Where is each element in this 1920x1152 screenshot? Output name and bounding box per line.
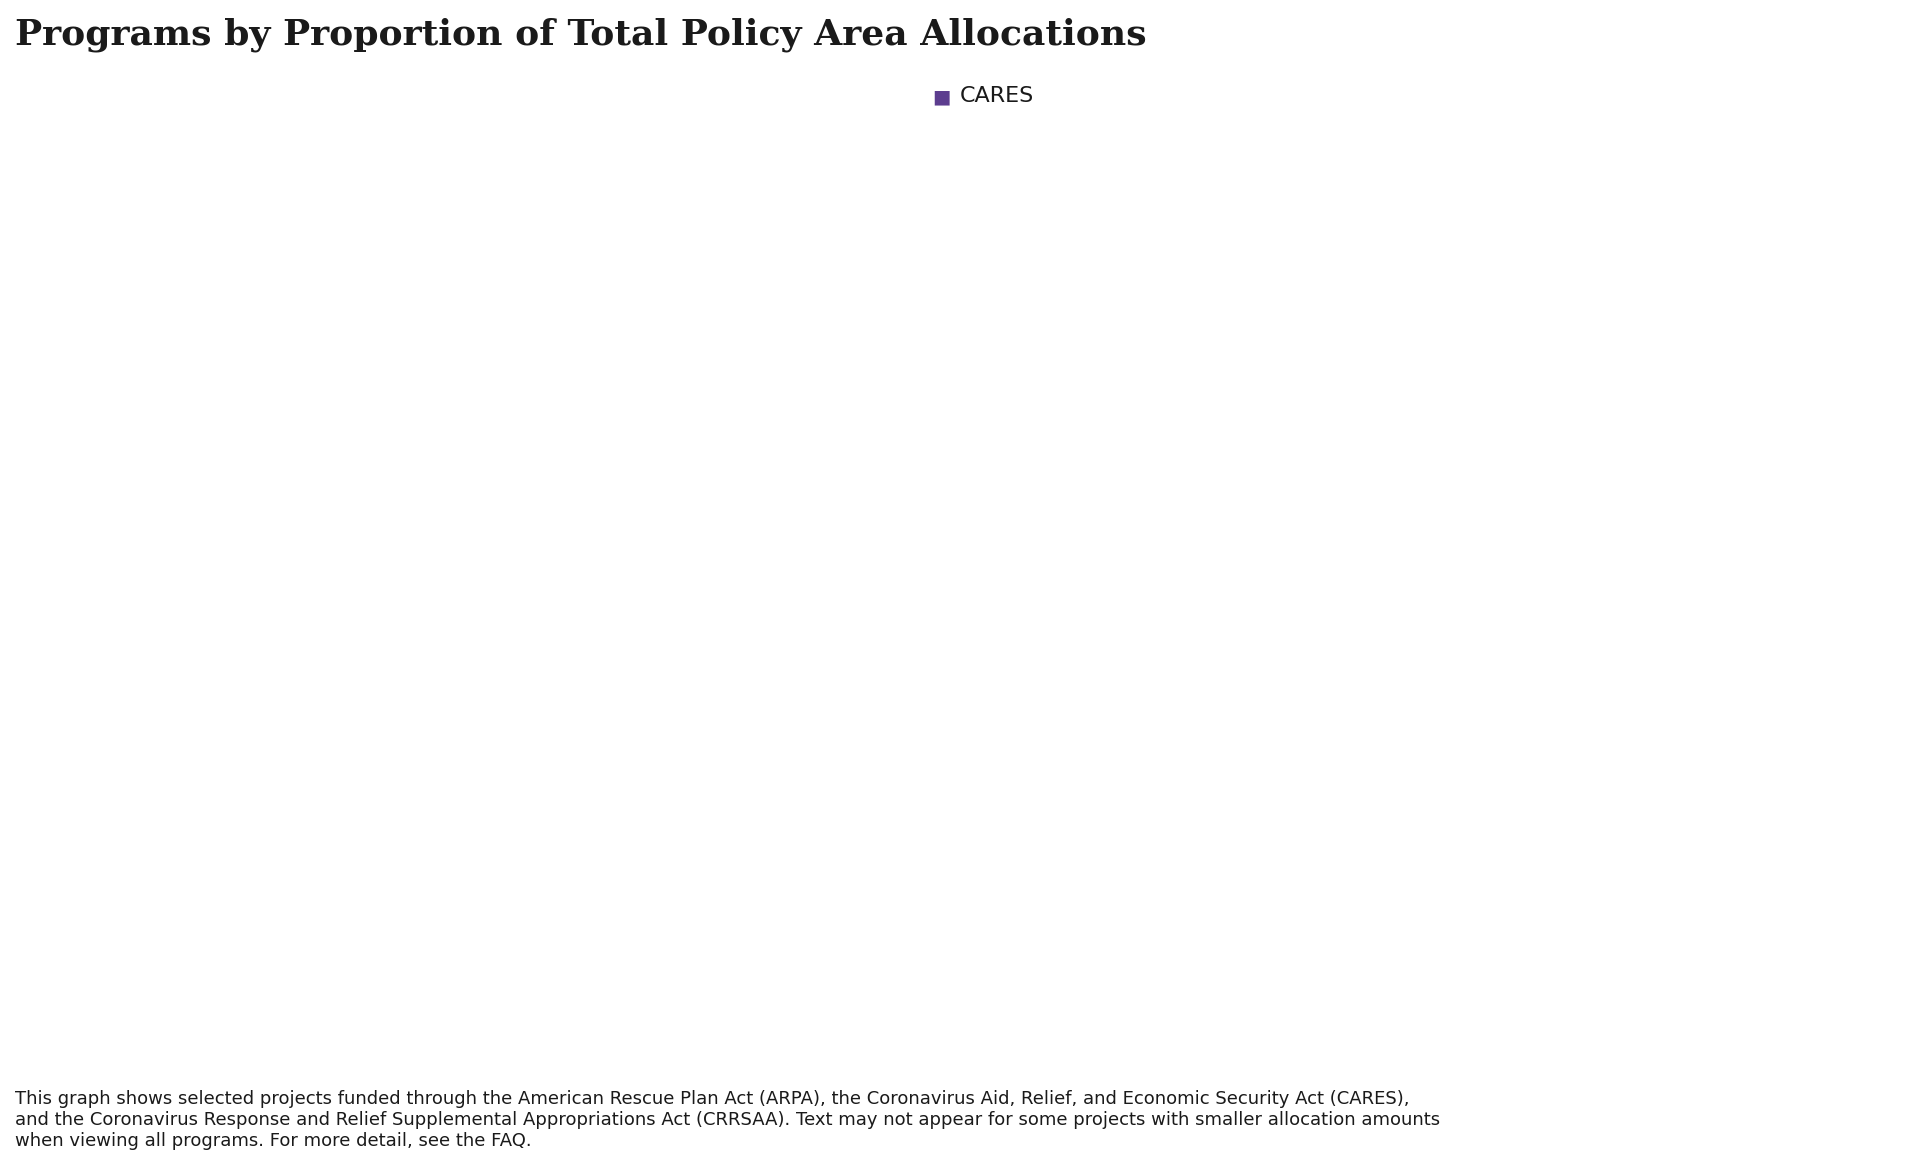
Text: Block Grant: Block Grant <box>432 619 1488 794</box>
Text: ■: ■ <box>931 88 950 106</box>
Text: Development: Development <box>351 417 1569 592</box>
Text: This graph shows selected projects funded through the American Rescue Plan Act (: This graph shows selected projects funde… <box>15 1090 1440 1150</box>
Text: Programs by Proportion of Total Policy Area Allocations: Programs by Proportion of Total Policy A… <box>15 17 1146 52</box>
Text: CARES: CARES <box>960 86 1035 106</box>
Text: Community: Community <box>438 215 1482 391</box>
Text: $70,753,404: $70,753,404 <box>430 854 1490 1016</box>
